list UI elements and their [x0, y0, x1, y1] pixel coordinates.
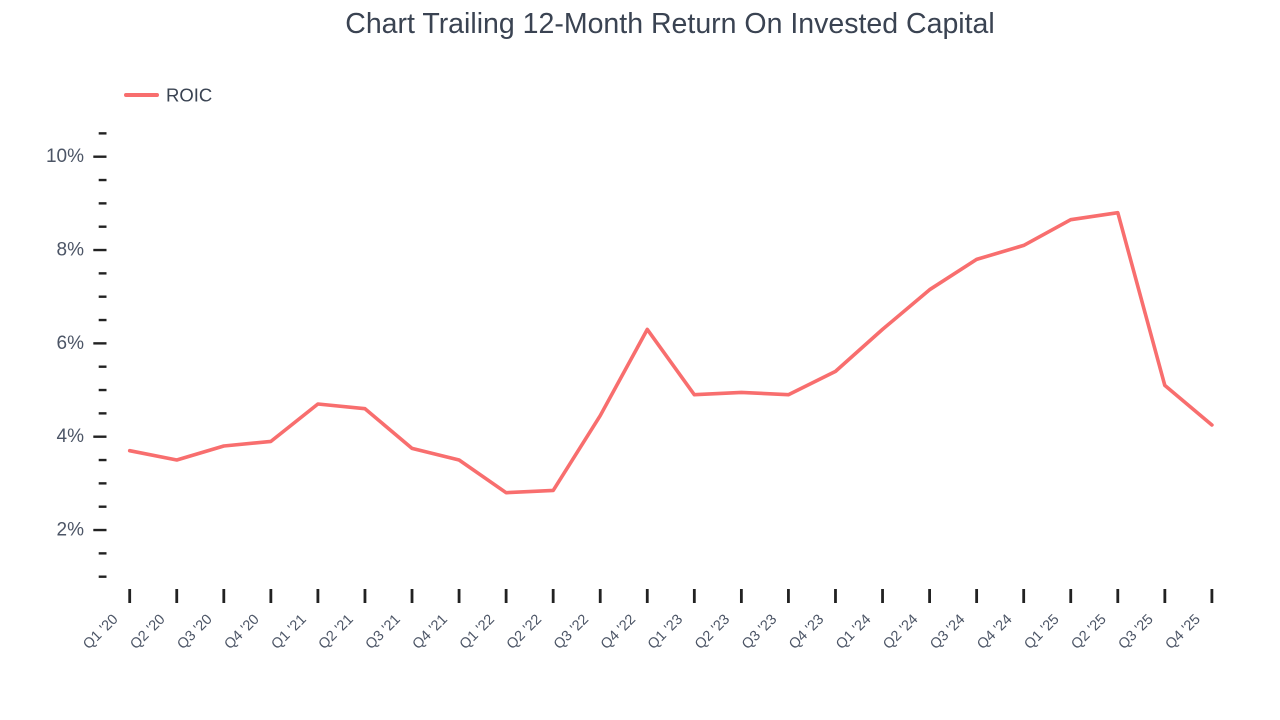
x-tick-label: Q4 '22 — [598, 612, 639, 653]
y-tick-label: 6% — [57, 333, 85, 354]
x-axis: Q1 '20 Q2 '20 Q3 '20 Q4 '20 Q1 '21 Q2 '21 Q3 '… — [80, 589, 1214, 653]
x-tick-label: Q3 '22 — [551, 612, 592, 653]
x-tick-label: Q3 '24 — [927, 612, 968, 653]
x-tick-label: Q2 '23 — [692, 612, 733, 653]
x-tick-label: Q4 '20 — [221, 612, 262, 653]
x-tick-label: Q1 '25 — [1021, 612, 1062, 653]
x-tick-label: Q1 '24 — [833, 612, 874, 653]
legend-label-roic: ROIC — [166, 85, 212, 106]
y-tick-label: 8% — [57, 240, 85, 261]
y-axis: 2% 4% 6% 8% 10% — [46, 132, 107, 578]
x-tick-label: Q2 '25 — [1068, 612, 1109, 653]
x-tick-label: Q1 '21 — [269, 612, 310, 653]
x-tick-label: Q2 '20 — [127, 612, 168, 653]
x-tick-label: Q1 '20 — [80, 612, 121, 653]
legend: ROIC — [124, 85, 212, 106]
roic-line — [127, 210, 1214, 495]
x-tick-label: Q3 '21 — [363, 612, 404, 653]
x-tick-label: Q4 '21 — [410, 612, 451, 653]
x-tick-label: Q3 '23 — [739, 612, 780, 653]
y-tick-label: 10% — [46, 146, 84, 167]
x-tick-label: Q2 '21 — [316, 612, 357, 653]
x-tick-label: Q1 '22 — [457, 612, 498, 653]
x-tick-label: Q2 '22 — [504, 612, 545, 653]
x-tick-label: Q3 '25 — [1115, 612, 1156, 653]
x-tick-label: Q2 '24 — [880, 612, 921, 653]
x-tick-label: Q4 '25 — [1163, 612, 1204, 653]
x-tick-label: Q1 '23 — [645, 612, 686, 653]
y-tick-label: 2% — [57, 520, 85, 541]
chart-title: Chart Trailing 12-Month Return On Invest… — [345, 8, 995, 40]
x-tick-label: Q3 '20 — [174, 612, 215, 653]
y-tick-label: 4% — [57, 426, 85, 447]
x-tick-label: Q4 '24 — [974, 612, 1015, 653]
x-tick-label: Q4 '23 — [786, 612, 827, 653]
